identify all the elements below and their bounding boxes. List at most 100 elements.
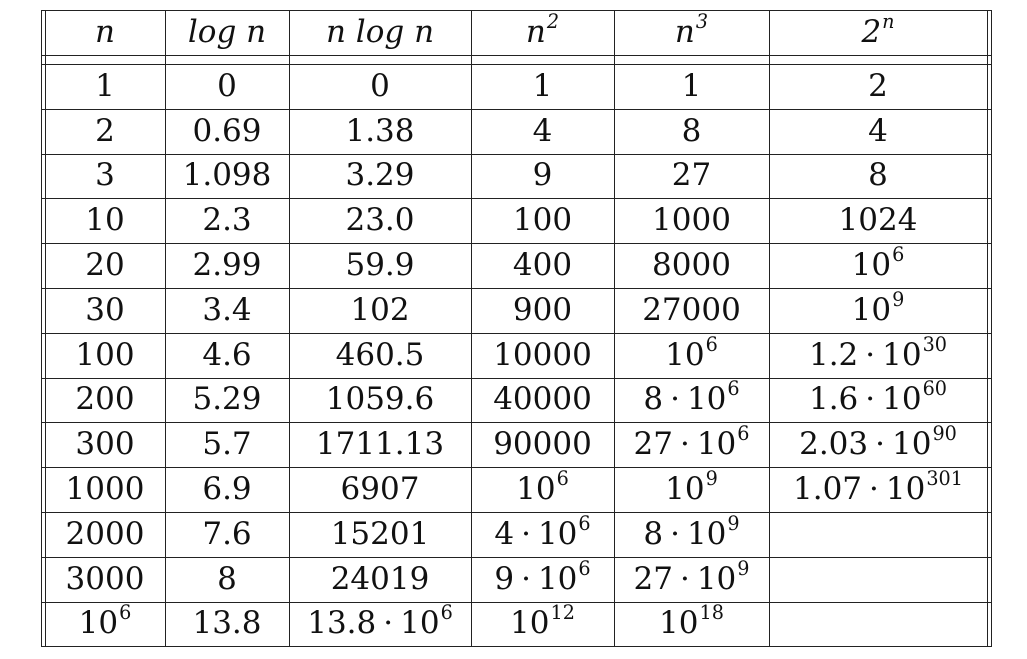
table-cell: 4 (471, 109, 614, 154)
table-border-line (41, 646, 991, 647)
table-cell: 13.8 (165, 602, 289, 647)
multiply-dot: · (383, 605, 394, 642)
cell-base: 24019 (330, 560, 430, 597)
cell-base: 200 (75, 381, 135, 418)
cell-base: 27 (671, 157, 712, 194)
table-cell: 1.2 · 10 30 (808, 332, 948, 373)
row-divider (41, 109, 991, 110)
header-divider (41, 64, 991, 65)
coefficient: 8 (643, 381, 664, 418)
table-border-line (991, 10, 992, 647)
table-cell: 10 (45, 198, 165, 243)
cell-base: 2000 (65, 515, 145, 552)
cell-base: 100 (512, 202, 573, 239)
cell-base: 10 (851, 247, 892, 284)
multiply-dot: · (521, 515, 531, 552)
table-cell: 6907 (289, 467, 471, 512)
table-cell: 4 · 10 6 (494, 511, 591, 552)
table-cell: 0 (165, 64, 289, 109)
cell-base: 10 (659, 605, 699, 642)
cell-base: 0 (370, 67, 390, 104)
cell-base: n (95, 14, 115, 50)
table-cell: 10 18 (659, 601, 724, 642)
cell-base: 5.7 (202, 426, 252, 463)
cell-base: 8 (681, 112, 702, 149)
coefficient: 1.2 (808, 336, 859, 373)
column-header: n (45, 10, 165, 55)
table-cell: 200 (45, 378, 165, 423)
table-cell: 1000 (614, 198, 769, 243)
table-cell: 8 (165, 557, 289, 602)
table-cell: 10 6 (665, 332, 718, 373)
table-cell: 13.8 · 10 6 (307, 601, 453, 642)
table-cell: 10 6 (851, 243, 905, 284)
table-cell: 27000 (614, 288, 769, 333)
table-cell: 1000 (45, 467, 165, 512)
cell-base: 27000 (642, 291, 741, 328)
cell-base: 3 (95, 157, 115, 194)
column-divider (165, 10, 166, 647)
cell-base: 102 (350, 291, 410, 328)
table-cell: 4.6 (165, 333, 289, 378)
table-cell: 15201 (289, 512, 471, 557)
cell-base: 5.29 (192, 381, 262, 418)
cell-base: 30 (85, 291, 125, 328)
cell-base: 2.99 (192, 247, 262, 284)
cell-base: 40000 (493, 381, 592, 418)
cell-base: 2 (861, 14, 882, 50)
column-divider (769, 10, 770, 647)
table-cell: 2 (45, 109, 165, 154)
row-divider (41, 512, 991, 513)
table-cell: 9 · 10 6 (494, 556, 591, 597)
row-divider (41, 198, 991, 199)
coefficient: 27 (633, 560, 673, 597)
cell-base: 1 (681, 67, 702, 104)
cell-base: 1.38 (345, 112, 415, 149)
table-cell: 8000 (614, 243, 769, 288)
cell-base: 1 (95, 67, 115, 104)
coefficient: 9 (494, 560, 515, 597)
multiply-dot: · (865, 336, 876, 373)
cell-base: 8 (868, 157, 888, 194)
table-cell: 1711.13 (289, 422, 471, 467)
table-border-line (41, 10, 991, 11)
table-border-line (987, 10, 988, 647)
table-cell: 30 (45, 288, 165, 333)
coefficient: 8 (643, 515, 664, 552)
table-cell: 1 (45, 64, 165, 109)
table-cell: 27 · 10 6 (633, 422, 750, 463)
table-cell: 1.07 · 10 301 (793, 467, 963, 508)
cell-base: n (525, 14, 546, 50)
table-cell: 40000 (471, 378, 614, 423)
cell-base: 59.9 (345, 247, 415, 284)
table-cell: 2000 (45, 512, 165, 557)
cell-base: 1059.6 (325, 381, 435, 418)
column-divider (614, 10, 615, 647)
cell-base: 2.3 (202, 202, 252, 239)
row-divider (41, 557, 991, 558)
cell-base: 0.69 (192, 112, 262, 149)
table-cell: 100 (45, 333, 165, 378)
table-cell: 1.38 (289, 109, 471, 154)
table-cell: 300 (45, 422, 165, 467)
column-header: log n (165, 10, 289, 55)
cell-base: 1711.13 (315, 426, 445, 463)
multiply-dot: · (670, 381, 680, 418)
cell-base: 20 (85, 247, 125, 284)
row-divider (41, 243, 991, 244)
cell-base: 1 (532, 67, 553, 104)
table-cell: 20 (45, 243, 165, 288)
table-cell: 27 · 10 9 (633, 556, 750, 597)
cell-base: 400 (512, 247, 573, 284)
cell-base: 100 (75, 336, 135, 373)
cell-base: 10 (78, 605, 119, 642)
cell-base: 10000 (493, 336, 592, 373)
cell-base: 6.9 (202, 471, 252, 508)
multiply-dot: · (521, 560, 531, 597)
cell-base: 2 (95, 112, 115, 149)
table-cell: 6.9 (165, 467, 289, 512)
table-cell: 1 (614, 64, 769, 109)
table-cell: 8 · 10 6 (643, 377, 740, 418)
